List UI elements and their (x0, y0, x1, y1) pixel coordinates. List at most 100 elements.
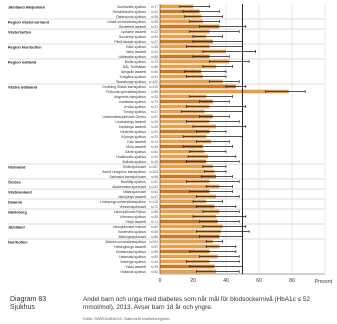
bar-34 (160, 174, 217, 179)
n-label-17: n=58 (151, 90, 158, 94)
category-label-52: Ystad lasarett (125, 265, 146, 269)
bar-31 (160, 159, 207, 164)
group-label-5: Västra Götaland (8, 86, 38, 90)
n-label-23: n=26 (151, 120, 158, 124)
category-label-10: Uddevalla sjukhus (118, 55, 146, 59)
category-label-3: Umeå universitetssjukhus (107, 20, 146, 24)
n-label-30: n=34 (151, 155, 158, 159)
n-label-14: n=41 (151, 75, 158, 79)
bar-17 (160, 89, 289, 94)
bar-0 (160, 4, 193, 9)
category-label-30: Hudiksvalls sjukhus (116, 155, 146, 159)
x-tick-label-2: 40 (223, 278, 229, 284)
bar-29 (160, 149, 205, 154)
category-label-44: Länssjukhuset Kalmar (113, 225, 147, 229)
category-label-32: Södersjukhuset (123, 165, 146, 169)
category-label-4: Skellefteå lasarett (119, 25, 146, 29)
n-label-51: n=44 (151, 260, 158, 264)
n-label-35: n=31 (151, 180, 158, 184)
category-label-29: Gävle sjukhus (125, 150, 147, 154)
category-label-31: Bollnäs sjukhus (122, 160, 146, 164)
bar-40 (160, 204, 215, 209)
n-label-48: n=97 (151, 245, 158, 249)
bar-22 (160, 114, 213, 119)
category-label-50: Halmstad sjukhus (119, 255, 146, 259)
n-label-5: n=22 (151, 30, 158, 34)
bar-23 (160, 119, 210, 124)
category-label-23: Lindesbergs lasarett (115, 120, 146, 124)
bar-35 (160, 179, 210, 184)
bar-47 (160, 239, 213, 244)
n-label-44: n=62 (151, 225, 158, 229)
category-label-11: Borås sjukhus (125, 60, 147, 64)
n-label-42: n=39 (151, 215, 158, 219)
bar-19 (160, 99, 213, 104)
category-label-15: Skaraborgs sjukhus (116, 80, 146, 84)
bar-46 (160, 234, 220, 239)
caption: Diagram 83 Sjukhus Andel barn och unga m… (10, 296, 335, 324)
caption-source: Källa: SWEDIABKIDS, Nationellt kvalitets… (83, 316, 171, 321)
n-label-49: n=58 (151, 250, 158, 254)
n-label-43: n=71 (151, 220, 158, 224)
category-label-12: NÄL Trollhättan (123, 65, 146, 69)
category-label-36: Akademiska sjukhuset (112, 185, 146, 189)
bar-9 (160, 49, 226, 54)
bar-11 (160, 59, 230, 64)
category-label-41: Länssjukhuset Ryhov (114, 210, 147, 214)
category-label-38: Nyköpings lasarett (118, 195, 146, 199)
bar-13 (160, 69, 202, 74)
n-label-33: n=203 (149, 170, 158, 174)
category-label-45: Västerviks sjukhus (118, 230, 146, 234)
group-label-2: Västerbotten (8, 31, 32, 35)
bar-30 (160, 154, 208, 159)
n-label-50: n=63 (151, 255, 158, 259)
chart-area: Sundsvalls sjukhus n=77 Örnsköldsviks sjuk… (8, 4, 333, 285)
category-label-33: Astrid Lindgrens barnsjukhus (102, 170, 146, 174)
n-label-16: n=215 (149, 85, 158, 89)
bar-44 (160, 224, 223, 229)
bar-38 (160, 194, 217, 199)
category-label-24: Karlskoga lasarett (119, 125, 146, 129)
category-label-43: Växjö lasarett (125, 220, 146, 224)
caption-text: Andel barn och unga med diabetes som når… (83, 296, 310, 311)
n-label-3: n=95 (151, 20, 158, 24)
n-label-7: n=27 (151, 40, 158, 44)
category-label-18: Angereds närsjukhus (114, 95, 146, 99)
category-label-27: Falu lasarett (127, 140, 146, 144)
n-label-1: n=42 (151, 10, 158, 14)
bar-52 (160, 264, 215, 269)
bar-20 (160, 104, 210, 109)
group-label-3: Region Norrbotten (8, 46, 42, 50)
x-tick-label-1: 20 (190, 278, 196, 284)
bar-12 (160, 64, 217, 69)
group-label-0: Jämtland Härjedalen (8, 6, 46, 10)
x-tick-label-0: 0 (159, 278, 162, 284)
category-label-13: Alingsås lasarett (121, 70, 146, 74)
category-label-51: Varbergs sjukhus (120, 260, 146, 264)
bar-7 (160, 39, 213, 44)
category-label-28: Mora lasarett (126, 145, 146, 149)
caption-label: Diagram 83 Sjukhus (10, 296, 47, 311)
category-label-16: Drottning Silvias barnsjukhus (102, 85, 146, 89)
category-label-0: Sundsvalls sjukhus (117, 5, 146, 9)
n-label-21: n=17 (151, 110, 158, 114)
n-label-38: n=47 (151, 195, 158, 199)
bar-24 (160, 124, 217, 129)
bar-51 (160, 259, 210, 264)
n-label-24: n=29 (151, 125, 158, 129)
category-label-42: Värnamo sjukhus (120, 215, 147, 219)
bar-1 (160, 9, 200, 14)
category-label-26: Köpings sjukhus (121, 135, 146, 139)
n-label-29: n=81 (151, 150, 158, 154)
category-label-5: Lycksele lasarett (121, 30, 146, 34)
category-label-53: Hallands sjukhus (120, 270, 146, 274)
category-label-9: Visby lasarett (126, 50, 146, 54)
bar-27 (160, 139, 212, 144)
category-label-21: Torsby sjukhus (124, 110, 147, 114)
bar-18 (160, 94, 207, 99)
n-label-53: n=52 (151, 270, 158, 274)
category-label-48: Helsingborgs lasarett (114, 245, 146, 249)
category-label-46: Blekingesjukhuset (119, 235, 146, 239)
bar-33 (160, 169, 215, 174)
bar-4 (160, 24, 220, 29)
